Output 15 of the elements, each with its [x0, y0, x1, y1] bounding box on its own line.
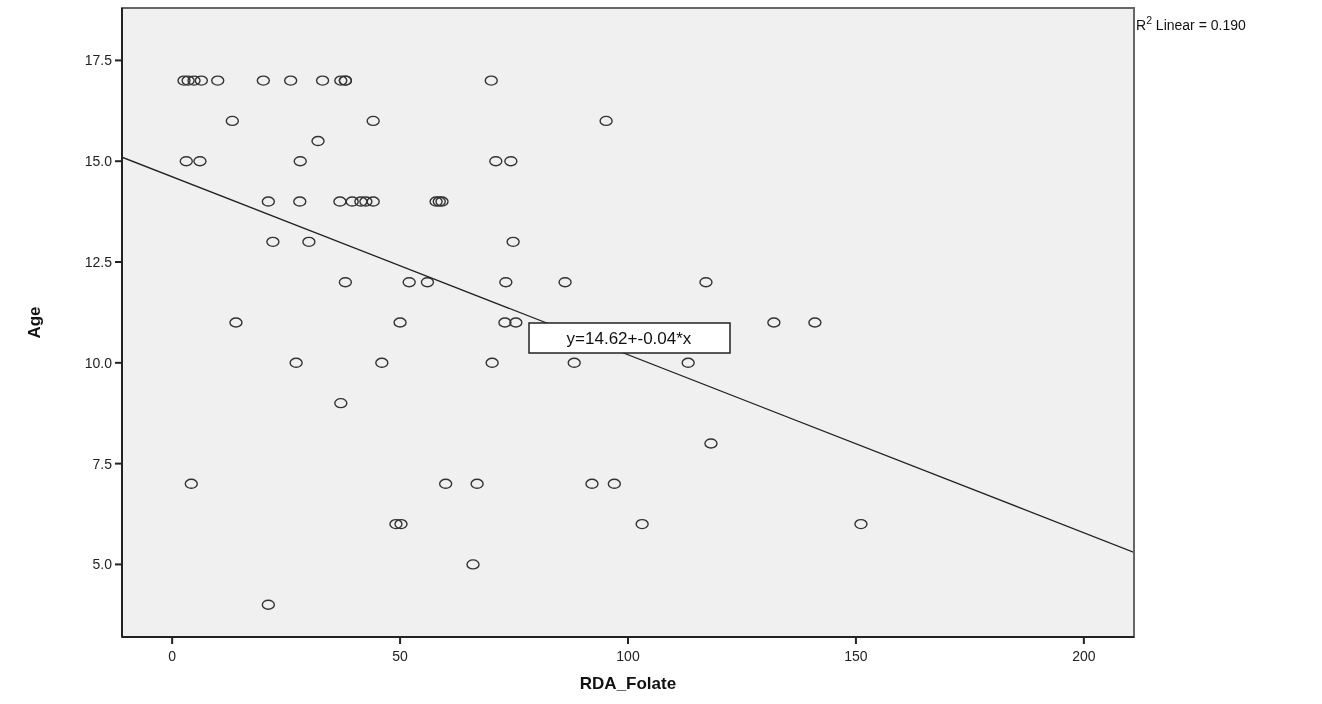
y-tick-label: 15.0 — [84, 153, 113, 170]
y-tick-label: 17.5 — [84, 52, 113, 69]
x-tick-label: 100 — [616, 648, 640, 664]
y-tick-label: 7.5 — [92, 455, 113, 472]
annotation: y=14.62+-0.04*x — [566, 329, 692, 348]
text: R$^{2}$ Linear = 0.190 — [1136, 14, 1246, 33]
x-tick-label: 200 — [1072, 648, 1096, 664]
x-tick-label: 150 — [844, 648, 868, 664]
y-axis-title: Age — [25, 306, 44, 339]
x-tick-label: 50 — [392, 648, 409, 664]
x-axis-title: RDA_Folate — [579, 674, 677, 693]
y-tick-label: 10.0 — [84, 354, 113, 371]
y-tick-label: 5.0 — [92, 556, 113, 573]
x-tick-label: 0 — [168, 648, 177, 664]
y-tick-label: 12.5 — [84, 253, 113, 270]
